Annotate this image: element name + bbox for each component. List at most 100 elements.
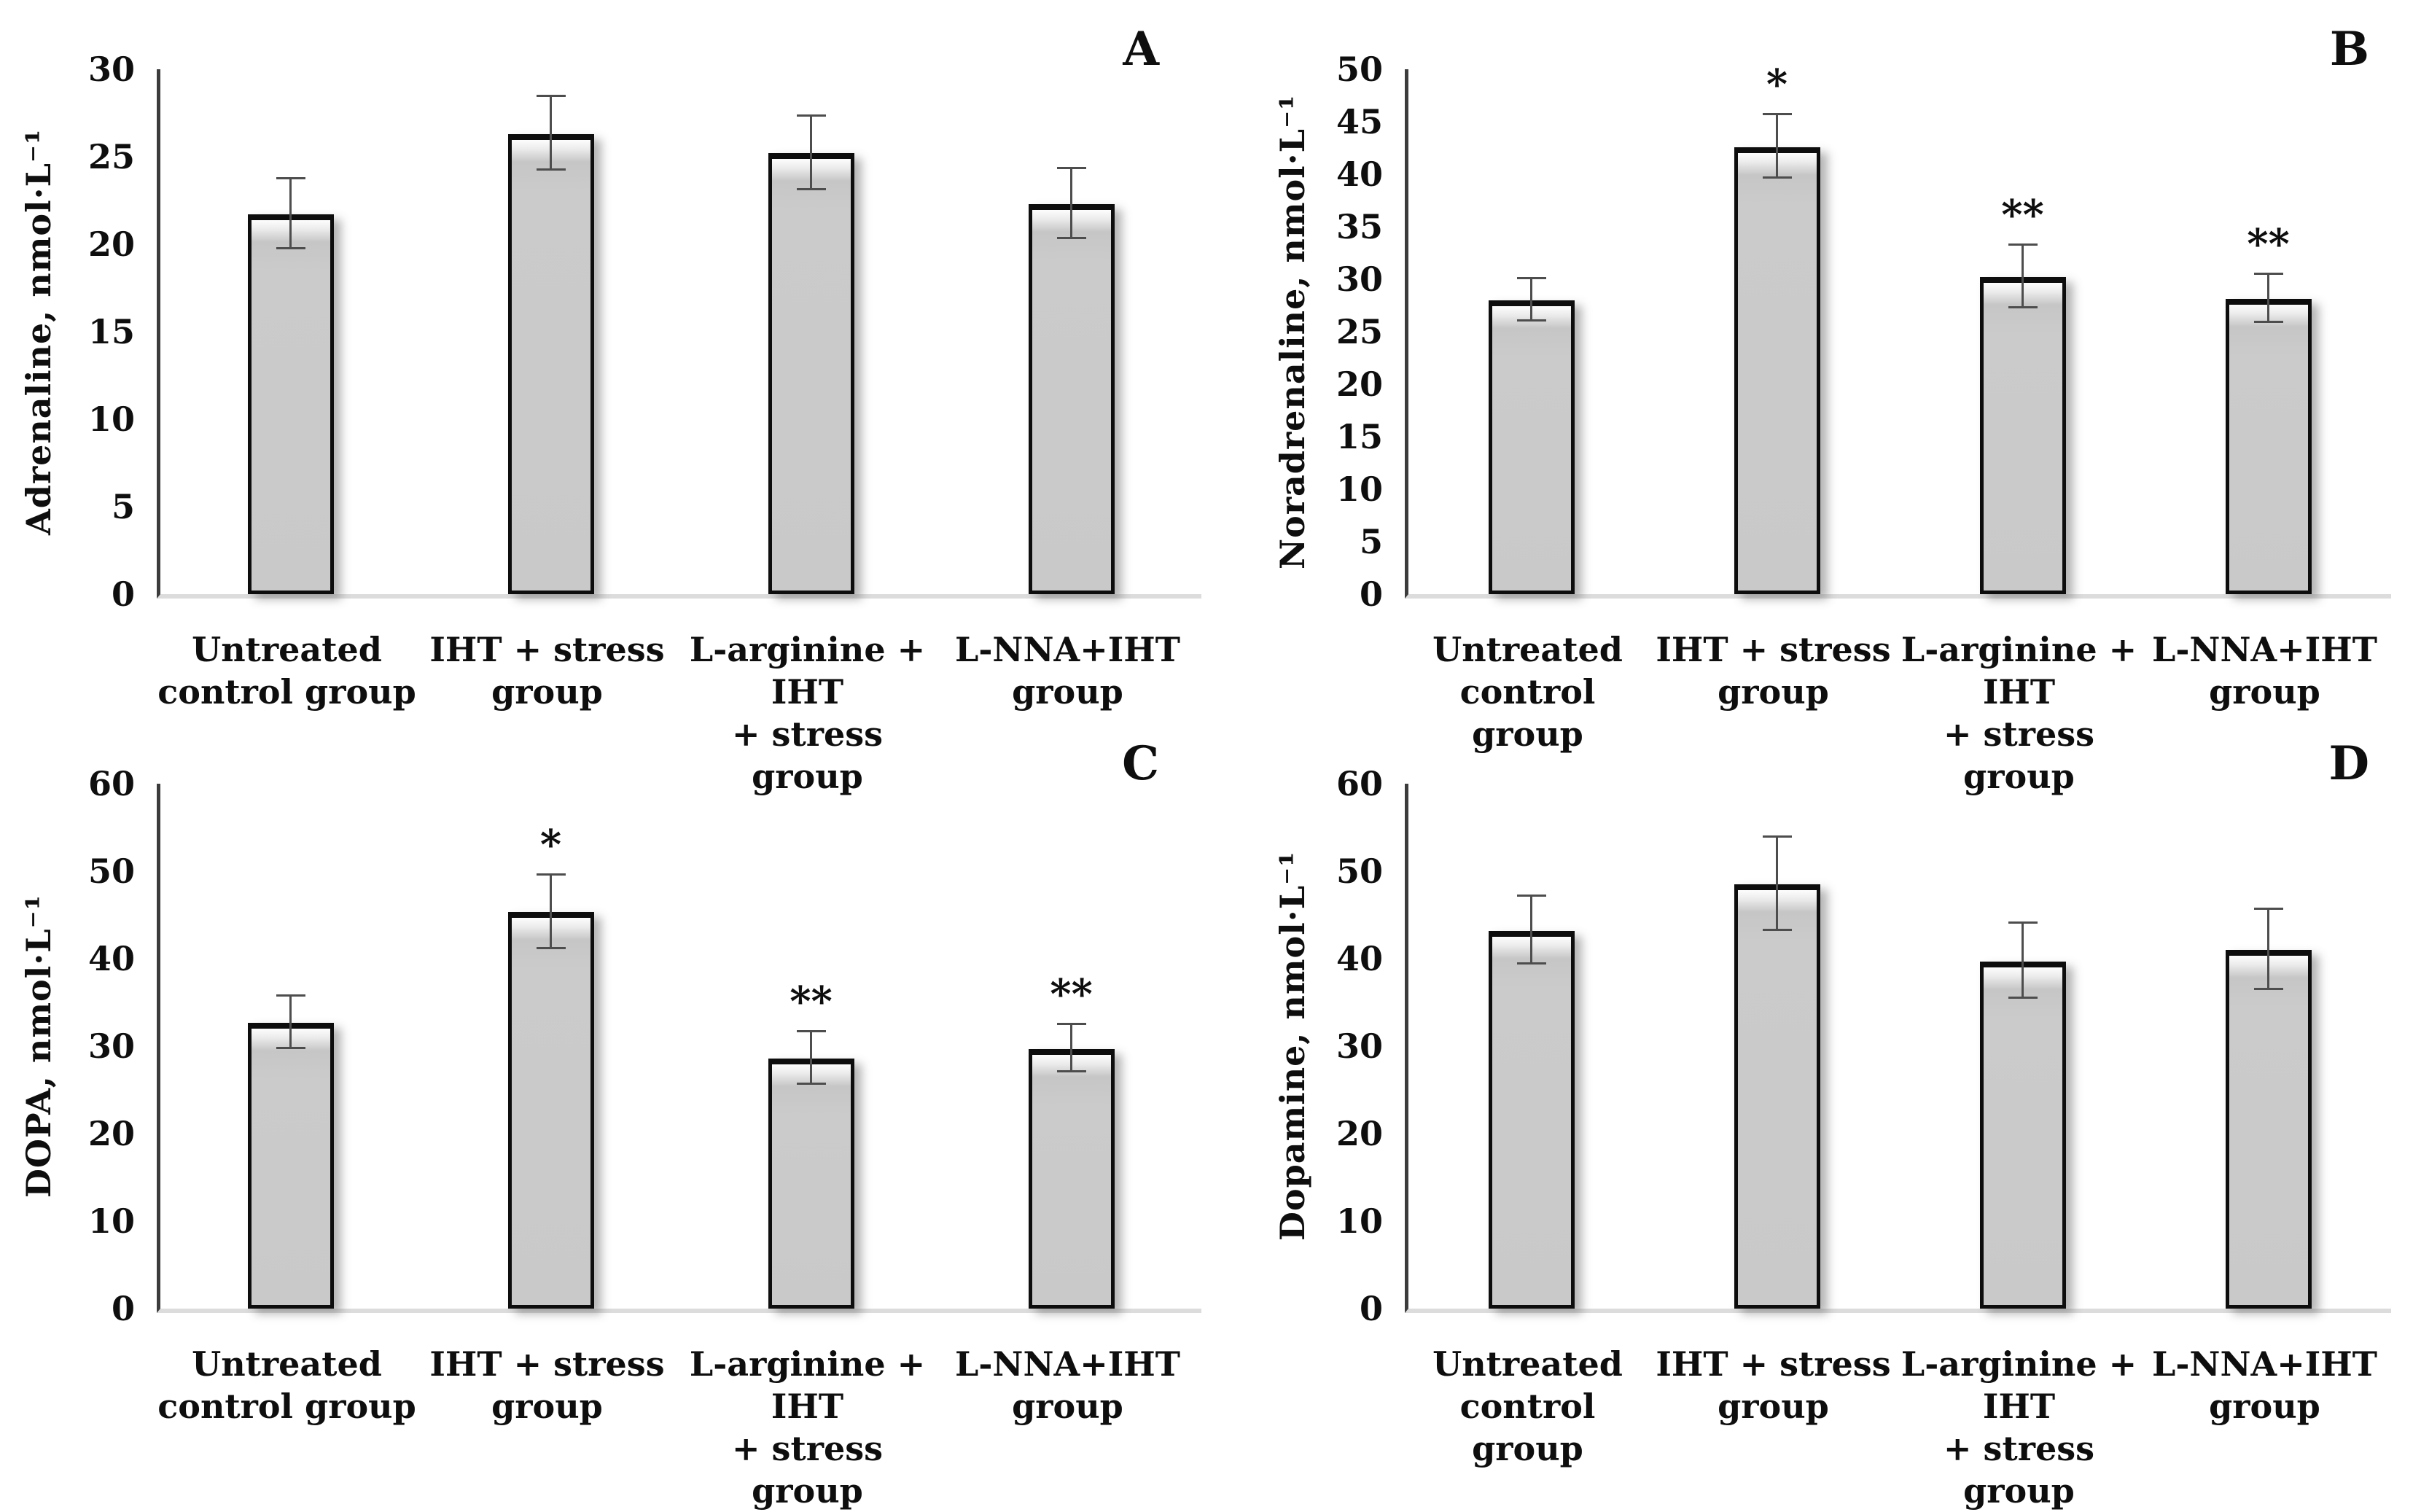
error-bar	[2267, 909, 2269, 991]
error-bar	[810, 116, 812, 190]
y-tick-label: 0	[111, 1289, 135, 1328]
plot-area: 0 10 20 30 40 50 60	[1336, 765, 2391, 1328]
error-bar-cap	[536, 946, 566, 949]
y-tick-label: 10	[87, 1201, 135, 1241]
y-tick-label: 25	[87, 137, 135, 176]
error-bar-cap	[796, 114, 826, 117]
x-category-label: L-arginine + IHT + stress group	[1900, 630, 2137, 796]
error-bar	[2022, 924, 2024, 999]
error-bar-cap	[1516, 319, 1546, 322]
y-tick-label: 20	[1336, 1114, 1383, 1153]
error-bar-cap	[536, 95, 566, 98]
bar	[1734, 147, 1820, 594]
x-category-label: L-NNA+IHT group	[955, 630, 1180, 712]
panel-dopa: DOPA, nmol·L⁻¹ C 0 10 20 30 40 50 60 * ** ** Untr…	[0, 714, 1210, 1511]
x-category-label: L-arginine + IHT + stress group	[1900, 1344, 2137, 1511]
error-bar	[2022, 245, 2024, 309]
y-tick-label: 40	[87, 939, 135, 978]
panel-letter: D	[2328, 736, 2370, 791]
error-bar	[1070, 1025, 1072, 1072]
bar	[1028, 1048, 1115, 1309]
x-category-label: L-arginine + IHT + stress group	[689, 630, 926, 796]
bar	[1979, 961, 2066, 1309]
significance-marker: **	[2001, 190, 2044, 239]
error-bar	[2267, 275, 2269, 324]
panel-letter: A	[1123, 22, 1159, 77]
y-tick-label: 40	[1336, 939, 1383, 978]
bar	[768, 153, 854, 594]
error-bar-cap	[536, 168, 566, 171]
error-bar	[289, 179, 292, 250]
error-bar	[1070, 168, 1072, 239]
significance-marker: *	[1766, 61, 1788, 109]
error-bar-cap	[796, 187, 826, 190]
error-bar-cap	[536, 873, 566, 876]
panel-adrenaline: Adrenaline, nmol·L⁻¹ A 0 5 10 15 20 25 30 Untr…	[0, 0, 1210, 796]
significance-marker: *	[539, 821, 562, 869]
y-tick-label: 35	[1336, 207, 1383, 246]
x-axis-labels: Untreated control group IHT + stress group L…	[157, 1343, 1198, 1512]
error-bar-cap	[1762, 176, 1792, 179]
x-category-label: Untreated control group	[1432, 630, 1623, 754]
y-tick-label: 0	[1359, 574, 1383, 614]
error-bar-cap	[2008, 921, 2038, 924]
error-bar-cap	[796, 1082, 826, 1085]
error-bar-cap	[276, 994, 305, 997]
error-bar-cap	[1056, 1023, 1086, 1026]
error-bar-cap	[276, 247, 305, 250]
x-category-label: IHT + stress group	[1656, 1344, 1891, 1426]
y-tick-label: 5	[1359, 522, 1383, 561]
plot-area: 0 10 20 30 40 50 60 * ** **	[88, 765, 1201, 1328]
bar	[247, 1022, 334, 1309]
x-category-label: L-arginine + IHT + stress group	[689, 1344, 926, 1511]
panel-noradrenaline: Noradrenaline, nmol·L⁻¹ B 0 5 10 15 20 25 30 35…	[1210, 0, 2420, 796]
error-bar	[1530, 896, 1532, 965]
y-tick-label: 30	[1336, 1026, 1383, 1066]
bar	[507, 133, 594, 594]
y-tick-label: 20	[1336, 365, 1383, 404]
plot-area: 0 5 10 15 20 25 30	[88, 50, 1201, 613]
error-bar	[1776, 115, 1778, 179]
bar	[768, 1058, 854, 1309]
error-bar	[1530, 279, 1532, 322]
y-tick-label: 30	[87, 50, 135, 89]
y-tick-label: 10	[1336, 1201, 1383, 1241]
error-bar-cap	[2253, 273, 2283, 276]
y-tick-label: 60	[1336, 764, 1383, 803]
error-bar-cap	[1056, 236, 1086, 239]
y-tick-label: 0	[111, 574, 135, 614]
error-bar-cap	[2253, 988, 2283, 991]
x-category-label: L-NNA+IHT group	[955, 1344, 1180, 1426]
error-bar	[810, 1032, 812, 1085]
error-bar	[289, 996, 292, 1049]
y-tick-label: 60	[87, 764, 135, 803]
y-tick-label: 15	[87, 312, 135, 351]
error-bar-cap	[796, 1029, 826, 1032]
significance-marker: **	[2247, 220, 2290, 269]
bar	[1028, 203, 1115, 594]
y-tick-label: 50	[1336, 50, 1383, 89]
y-tick-label: 30	[87, 1026, 135, 1066]
y-tick-label: 0	[1359, 1289, 1383, 1328]
error-bar-cap	[1516, 894, 1546, 897]
x-category-label: L-NNA+IHT group	[2152, 630, 2377, 712]
bar	[1488, 930, 1575, 1309]
error-bar	[550, 97, 552, 171]
error-bar-cap	[1516, 962, 1546, 965]
bar	[1979, 277, 2066, 594]
y-tick-label: 25	[1336, 312, 1383, 351]
x-category-label: L-NNA+IHT group	[2152, 1344, 2377, 1426]
x-axis-labels: Untreated control group IHT + stress group L…	[157, 628, 1198, 798]
error-bar-cap	[1056, 166, 1086, 169]
error-bar-cap	[276, 1046, 305, 1049]
x-category-label: Untreated control group	[157, 630, 416, 712]
panel-letter: C	[1122, 736, 1159, 791]
panel-letter: B	[2329, 22, 2369, 77]
x-category-label: IHT + stress group	[1656, 630, 1891, 712]
error-bar-cap	[2253, 907, 2283, 910]
error-bar-cap	[2008, 997, 2038, 999]
error-bar	[550, 876, 552, 949]
y-tick-label: 50	[1336, 852, 1383, 891]
error-bar-cap	[1516, 277, 1546, 279]
